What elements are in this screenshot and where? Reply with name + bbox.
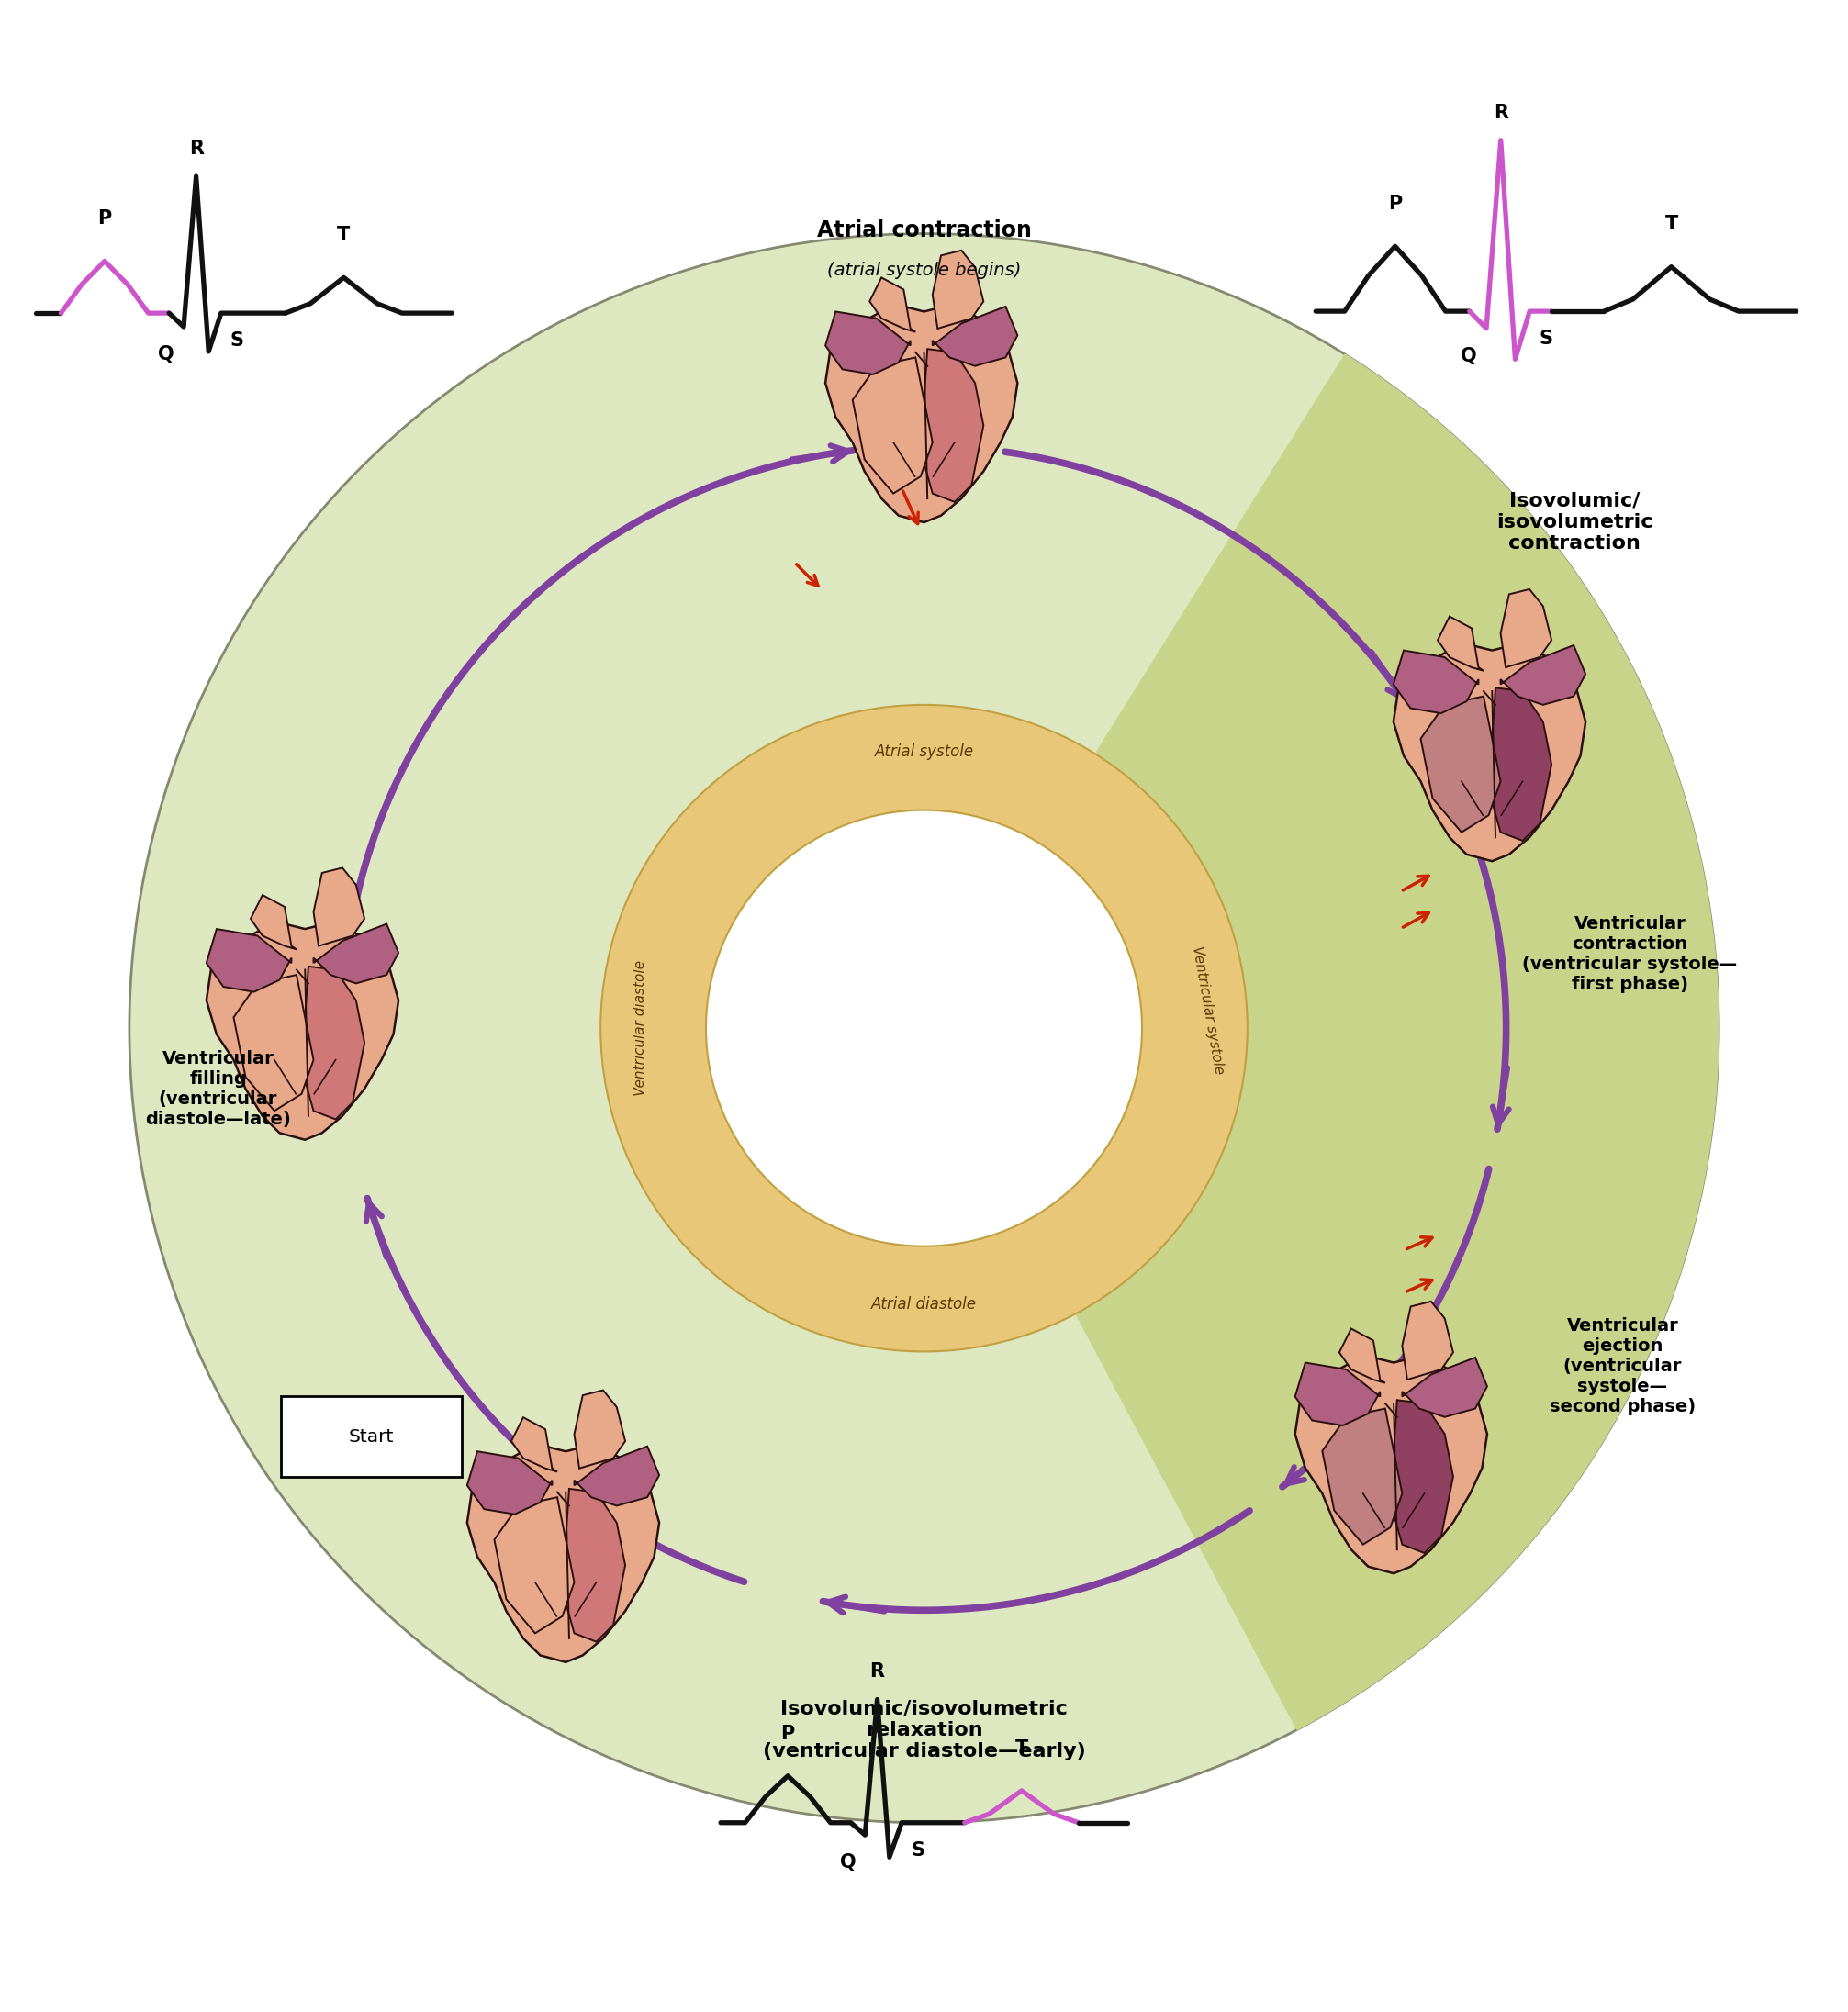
- Polygon shape: [933, 249, 983, 328]
- Polygon shape: [1295, 1358, 1488, 1573]
- Polygon shape: [852, 358, 933, 493]
- Polygon shape: [1295, 1362, 1380, 1427]
- Text: R: R: [188, 139, 203, 157]
- Circle shape: [129, 233, 1719, 1823]
- Text: Ventricular
filling
(ventricular
diastole—late): Ventricular filling (ventricular diastol…: [146, 1050, 290, 1129]
- Text: T: T: [336, 225, 351, 243]
- Text: (atrial systole begins): (atrial systole begins): [826, 262, 1022, 280]
- Polygon shape: [301, 966, 364, 1119]
- Polygon shape: [1340, 1328, 1386, 1382]
- Polygon shape: [870, 278, 915, 332]
- Polygon shape: [920, 348, 983, 501]
- Polygon shape: [1421, 696, 1501, 833]
- Polygon shape: [251, 895, 296, 950]
- Polygon shape: [1403, 1358, 1488, 1416]
- Polygon shape: [233, 976, 314, 1111]
- Polygon shape: [933, 306, 1018, 366]
- Text: T: T: [1015, 1738, 1027, 1756]
- Polygon shape: [1403, 1302, 1453, 1380]
- Text: Ventricular systole: Ventricular systole: [1190, 944, 1225, 1074]
- Polygon shape: [1438, 616, 1484, 670]
- Polygon shape: [207, 924, 399, 1139]
- Text: Atrial systole: Atrial systole: [874, 744, 974, 761]
- Polygon shape: [826, 312, 911, 374]
- Text: Ventricular
ejection
(ventricular
systole—
second phase): Ventricular ejection (ventricular systol…: [1549, 1318, 1696, 1414]
- Circle shape: [706, 811, 1142, 1245]
- Text: Q: Q: [159, 346, 174, 364]
- Polygon shape: [468, 1451, 553, 1515]
- Text: Isovolumic/
isovolumetric
contraction: Isovolumic/ isovolumetric contraction: [1497, 491, 1652, 553]
- Polygon shape: [1489, 688, 1552, 841]
- Circle shape: [601, 704, 1247, 1352]
- Polygon shape: [1501, 590, 1552, 668]
- Text: R: R: [1493, 103, 1508, 121]
- Wedge shape: [924, 354, 1719, 1730]
- Polygon shape: [314, 924, 399, 984]
- Polygon shape: [512, 1416, 558, 1471]
- Text: S: S: [231, 332, 244, 350]
- Text: S: S: [911, 1841, 924, 1859]
- Text: Start: Start: [349, 1429, 394, 1445]
- Polygon shape: [207, 930, 292, 992]
- Polygon shape: [1393, 650, 1478, 714]
- Polygon shape: [314, 867, 364, 946]
- Polygon shape: [1390, 1400, 1453, 1553]
- FancyBboxPatch shape: [281, 1396, 462, 1477]
- Polygon shape: [468, 1447, 660, 1662]
- Polygon shape: [575, 1447, 660, 1505]
- Text: Atrial diastole: Atrial diastole: [870, 1296, 978, 1312]
- Polygon shape: [575, 1390, 625, 1469]
- Polygon shape: [1393, 646, 1586, 861]
- Text: P: P: [1388, 195, 1403, 213]
- Polygon shape: [1501, 646, 1586, 704]
- Text: Ventricular
contraction
(ventricular systole—
first phase): Ventricular contraction (ventricular sys…: [1523, 915, 1737, 994]
- Text: Isovolumic/isovolumetric
relaxation
(ventricular diastole—early): Isovolumic/isovolumetric relaxation (ven…: [763, 1700, 1085, 1760]
- Text: R: R: [870, 1662, 885, 1682]
- Text: Q: Q: [1462, 346, 1477, 366]
- Polygon shape: [1323, 1408, 1403, 1545]
- Text: T: T: [1665, 215, 1678, 233]
- Polygon shape: [826, 306, 1018, 523]
- Text: Ventricular diastole: Ventricular diastole: [634, 960, 647, 1097]
- Text: P: P: [782, 1724, 795, 1742]
- Text: Atrial contraction: Atrial contraction: [817, 219, 1031, 241]
- Text: S: S: [1539, 330, 1552, 348]
- Polygon shape: [493, 1497, 575, 1634]
- Text: P: P: [98, 209, 111, 227]
- Polygon shape: [562, 1489, 625, 1642]
- Text: Q: Q: [839, 1853, 856, 1871]
